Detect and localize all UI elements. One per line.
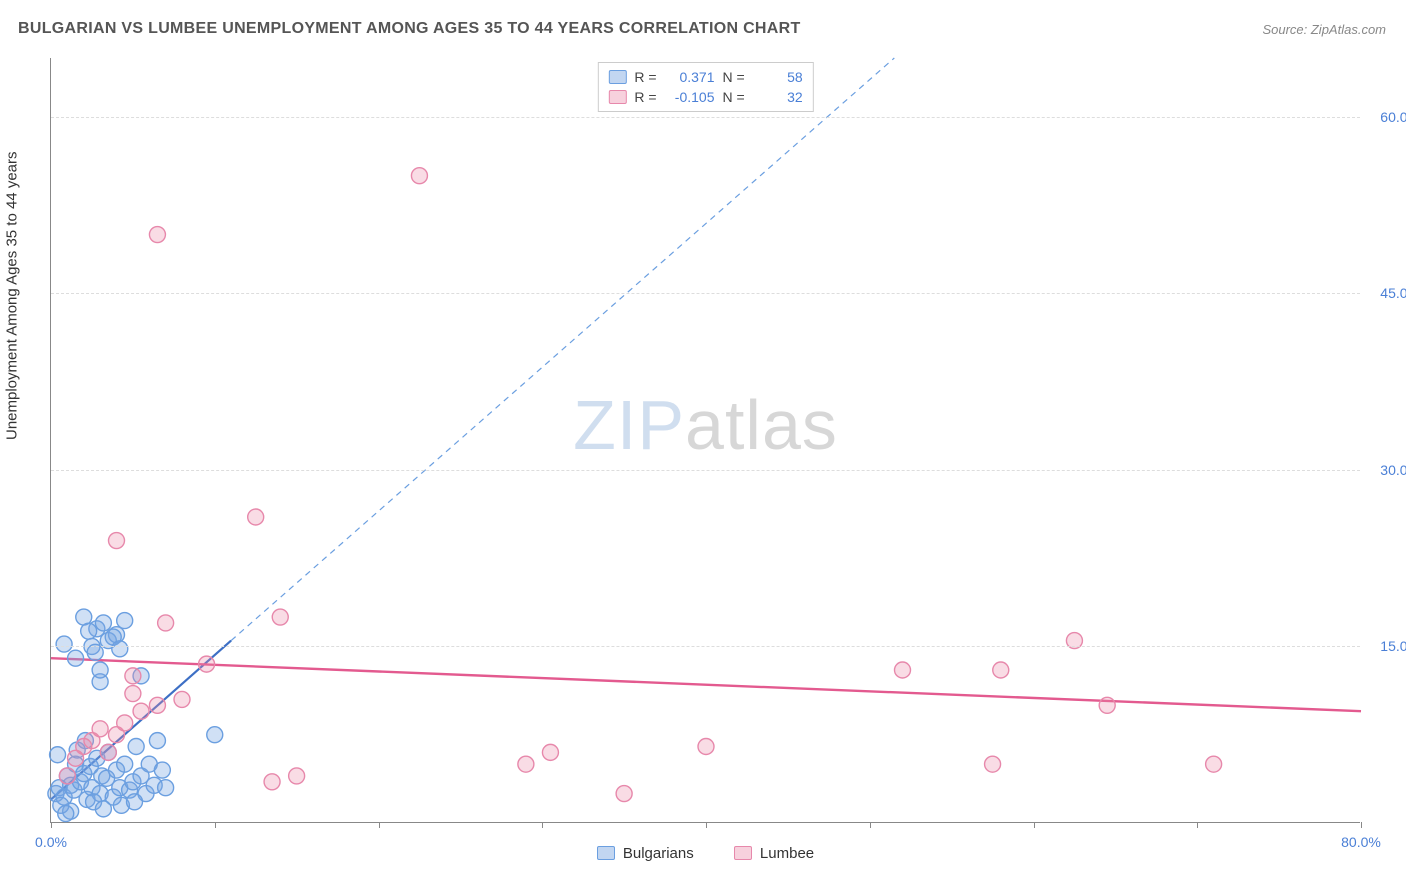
data-point — [542, 744, 558, 760]
x-tick — [1034, 822, 1035, 828]
data-point — [154, 762, 170, 778]
trend-line — [51, 658, 1361, 711]
data-point — [125, 686, 141, 702]
x-tick — [870, 822, 871, 828]
data-point — [518, 756, 534, 772]
plot-area: ZIPatlas R = 0.371 N = 58 R = -0.105 N =… — [50, 58, 1360, 823]
gridline — [51, 646, 1360, 647]
data-point — [993, 662, 1009, 678]
data-point — [985, 756, 1001, 772]
data-point — [1099, 697, 1115, 713]
data-point — [149, 697, 165, 713]
data-point — [264, 774, 280, 790]
data-point — [158, 615, 174, 631]
data-point — [68, 650, 84, 666]
x-tick-label: 0.0% — [35, 834, 67, 850]
x-tick — [542, 822, 543, 828]
swatch-lumbee — [608, 90, 626, 104]
correlation-legend: R = 0.371 N = 58 R = -0.105 N = 32 — [597, 62, 813, 112]
n-label: N = — [723, 69, 745, 85]
n-value: 32 — [753, 89, 803, 105]
data-point — [289, 768, 305, 784]
correlation-row: R = -0.105 N = 32 — [608, 87, 802, 107]
data-point — [92, 662, 108, 678]
data-point — [125, 668, 141, 684]
data-point — [100, 744, 116, 760]
swatch-bulgarians — [608, 70, 626, 84]
data-point — [92, 721, 108, 737]
y-tick-label: 45.0% — [1365, 285, 1406, 301]
data-point — [117, 715, 133, 731]
legend-label: Lumbee — [760, 845, 814, 862]
data-point — [50, 747, 66, 763]
data-point — [199, 656, 215, 672]
x-tick-label: 80.0% — [1341, 834, 1381, 850]
x-tick — [51, 822, 52, 828]
data-point — [207, 727, 223, 743]
data-point — [95, 615, 111, 631]
plot-svg — [51, 58, 1360, 822]
r-value: 0.371 — [665, 69, 715, 85]
source-attribution: Source: ZipAtlas.com — [1262, 22, 1386, 37]
data-point — [133, 703, 149, 719]
r-value: -0.105 — [665, 89, 715, 105]
data-point — [174, 691, 190, 707]
gridline — [51, 117, 1360, 118]
data-point — [149, 227, 165, 243]
x-tick — [379, 822, 380, 828]
data-point — [248, 509, 264, 525]
swatch-lumbee — [734, 846, 752, 860]
data-point — [698, 739, 714, 755]
data-point — [272, 609, 288, 625]
series-legend: Bulgarians Lumbee — [51, 845, 1360, 865]
swatch-bulgarians — [597, 846, 615, 860]
data-point — [59, 768, 75, 784]
data-point — [117, 613, 133, 629]
n-label: N = — [723, 89, 745, 105]
x-tick — [215, 822, 216, 828]
data-point — [58, 806, 74, 822]
trend-line-extension — [231, 58, 894, 641]
legend-item: Bulgarians — [597, 845, 694, 862]
data-point — [109, 533, 125, 549]
chart-title: BULGARIAN VS LUMBEE UNEMPLOYMENT AMONG A… — [18, 20, 801, 38]
n-value: 58 — [753, 69, 803, 85]
data-point — [1206, 756, 1222, 772]
legend-label: Bulgarians — [623, 845, 694, 862]
y-tick-label: 30.0% — [1365, 462, 1406, 478]
x-tick — [1197, 822, 1198, 828]
correlation-row: R = 0.371 N = 58 — [608, 67, 802, 87]
gridline — [51, 293, 1360, 294]
y-axis-label: Unemployment Among Ages 35 to 44 years — [4, 151, 21, 440]
y-tick-label: 60.0% — [1365, 109, 1406, 125]
data-point — [158, 780, 174, 796]
data-point — [112, 641, 128, 657]
data-point — [128, 739, 144, 755]
x-tick — [1361, 822, 1362, 828]
data-point — [149, 733, 165, 749]
legend-item: Lumbee — [734, 845, 814, 862]
data-point — [895, 662, 911, 678]
y-tick-label: 15.0% — [1365, 638, 1406, 654]
data-point — [127, 794, 143, 810]
data-point — [95, 801, 111, 817]
gridline — [51, 470, 1360, 471]
data-point — [117, 756, 133, 772]
r-label: R = — [634, 69, 656, 85]
x-tick — [706, 822, 707, 828]
data-point — [616, 786, 632, 802]
data-point — [81, 623, 97, 639]
r-label: R = — [634, 89, 656, 105]
data-point — [56, 636, 72, 652]
data-point — [411, 168, 427, 184]
chart-container: BULGARIAN VS LUMBEE UNEMPLOYMENT AMONG A… — [0, 0, 1406, 892]
